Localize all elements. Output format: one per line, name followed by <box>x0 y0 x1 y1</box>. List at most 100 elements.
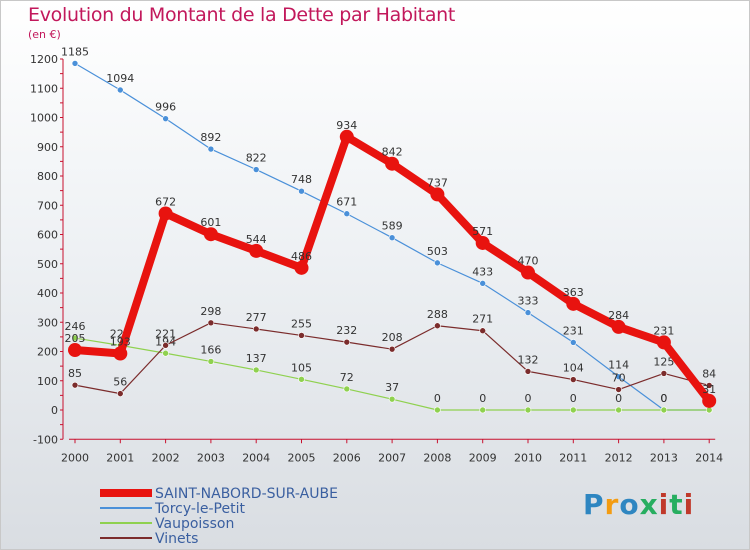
data-label: 114 <box>608 359 629 372</box>
data-label: 125 <box>653 355 674 368</box>
data-point <box>203 227 218 242</box>
data-point <box>252 325 260 333</box>
data-point <box>430 187 445 202</box>
logo-letter: o <box>619 488 640 521</box>
logo-letter: r <box>604 488 620 521</box>
data-point <box>298 375 305 383</box>
x-tick-label: 2004 <box>242 451 270 464</box>
x-tick-label: 2012 <box>605 451 633 464</box>
data-point <box>71 60 79 67</box>
x-tick-label: 2009 <box>469 451 497 464</box>
data-label: 0 <box>660 392 667 405</box>
data-point <box>569 406 577 414</box>
data-label: 737 <box>427 176 448 189</box>
data-label: 503 <box>427 245 448 258</box>
data-label: 298 <box>200 305 221 318</box>
data-point <box>252 166 260 173</box>
y-tick-label: 0 <box>51 404 58 417</box>
data-point <box>569 339 577 346</box>
data-point <box>343 385 351 393</box>
data-point <box>252 366 260 374</box>
chart-title: Evolution du Montant de la Dette par Hab… <box>28 4 456 26</box>
x-tick-label: 2013 <box>650 451 678 464</box>
data-label: 246 <box>65 320 86 333</box>
data-point <box>294 260 309 275</box>
y-tick-label: 900 <box>37 141 58 154</box>
data-label: 748 <box>291 173 312 186</box>
data-label: 601 <box>200 216 221 229</box>
y-tick-label: 600 <box>37 229 58 242</box>
data-point <box>207 358 215 365</box>
data-point <box>660 370 668 377</box>
data-label: 0 <box>434 392 441 405</box>
data-label: 231 <box>653 324 674 337</box>
data-point <box>162 349 169 357</box>
data-point <box>249 243 264 258</box>
data-label: 0 <box>660 392 667 405</box>
y-tick-label: 500 <box>37 258 58 271</box>
data-label: 0 <box>615 392 622 405</box>
legend-label: Vinets <box>155 531 198 547</box>
data-label: 85 <box>68 367 82 380</box>
data-label: 0 <box>570 392 577 405</box>
data-label: 433 <box>472 265 493 278</box>
y-tick-label: 200 <box>37 346 58 359</box>
data-point <box>343 338 351 346</box>
logo-letter: i <box>658 488 670 521</box>
data-point <box>615 373 622 380</box>
data-label: 284 <box>608 309 629 322</box>
data-label: 70 <box>612 372 626 385</box>
data-label: 288 <box>427 308 448 321</box>
data-point <box>656 335 671 350</box>
data-label: 589 <box>382 220 403 233</box>
data-label: 193 <box>110 336 131 349</box>
data-point <box>162 115 169 122</box>
data-point <box>479 280 487 287</box>
data-point <box>434 322 441 330</box>
data-point <box>479 406 487 414</box>
logo-letter: x <box>639 488 659 521</box>
data-label: 996 <box>155 101 176 114</box>
legend-label: Vaupoisson <box>155 516 234 532</box>
data-label: 671 <box>336 196 357 209</box>
data-label: 0 <box>479 392 486 405</box>
y-tick-label: 300 <box>37 316 58 329</box>
data-point <box>388 395 396 403</box>
data-label: 0 <box>525 392 532 405</box>
data-label: 333 <box>518 295 539 308</box>
data-label: 132 <box>518 353 539 366</box>
data-point <box>68 343 82 358</box>
data-point <box>524 368 532 375</box>
data-label: 363 <box>563 286 584 299</box>
data-label: 221 <box>155 327 176 340</box>
y-tick-label: 1100 <box>30 82 58 95</box>
data-label: 205 <box>65 332 86 345</box>
y-tick-label: 1200 <box>30 53 58 66</box>
data-label: 470 <box>518 255 539 268</box>
data-label: 1185 <box>61 45 89 58</box>
data-point <box>611 319 626 334</box>
x-tick-label: 2014 <box>695 451 723 464</box>
logo-letter: t <box>669 488 684 521</box>
data-label: 37 <box>385 381 399 394</box>
y-tick-label: 700 <box>37 199 58 212</box>
data-point <box>524 309 532 316</box>
x-tick-label: 2005 <box>288 451 316 464</box>
data-label: 104 <box>563 362 584 375</box>
data-label: 105 <box>291 361 312 374</box>
data-point <box>569 376 577 383</box>
data-point <box>566 296 581 311</box>
x-tick-label: 2010 <box>514 451 542 464</box>
data-point <box>521 265 535 280</box>
data-point <box>388 345 396 353</box>
data-point <box>207 319 215 327</box>
y-tick-label: 800 <box>37 170 58 183</box>
y-tick-label: 1000 <box>30 112 58 125</box>
x-tick-label: 2002 <box>152 451 180 464</box>
data-point <box>660 406 668 414</box>
data-point <box>158 206 173 221</box>
data-point <box>385 156 400 171</box>
data-label: 934 <box>336 119 357 132</box>
y-tick-label: -100 <box>33 433 58 446</box>
